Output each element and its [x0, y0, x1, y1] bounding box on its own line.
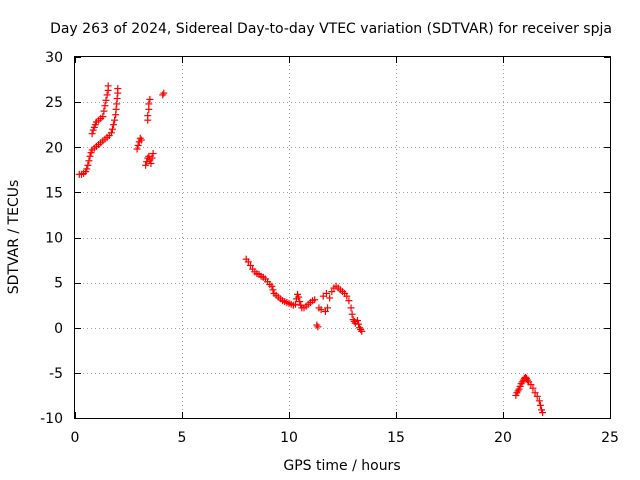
data-point — [111, 116, 119, 124]
data-point — [324, 304, 332, 312]
y-tick-label: 10 — [45, 231, 63, 247]
data-point — [114, 85, 122, 93]
data-point — [103, 91, 111, 99]
data-point — [88, 130, 96, 138]
data-point — [244, 258, 252, 266]
data-point — [322, 289, 330, 297]
data-point — [314, 323, 322, 331]
data-point — [348, 310, 356, 318]
chart-title: Day 263 of 2024, Sidereal Day-to-day VTE… — [50, 21, 612, 37]
x-tick-label: 5 — [178, 430, 187, 446]
data-point — [296, 298, 304, 306]
data-point — [533, 392, 541, 400]
y-tick-label: 30 — [45, 50, 63, 66]
data-point — [529, 384, 537, 392]
data-point — [321, 308, 329, 316]
data-point — [145, 100, 153, 108]
data-point — [345, 297, 353, 305]
data-point — [311, 296, 319, 304]
data-point — [101, 102, 109, 110]
x-tick-label: 0 — [71, 430, 80, 446]
data-point — [112, 105, 120, 113]
y-tick-label: 15 — [45, 185, 63, 201]
y-tick-label: 25 — [45, 95, 63, 111]
data-point — [539, 409, 547, 417]
data-point — [108, 125, 116, 133]
y-tick-label: 20 — [45, 140, 63, 156]
axis-ticks — [75, 57, 611, 419]
data-point — [355, 320, 363, 328]
data-point — [313, 321, 321, 329]
x-tick-label: 15 — [387, 430, 405, 446]
data-point — [142, 161, 150, 169]
data-point — [353, 317, 361, 325]
data-point — [343, 292, 351, 300]
data-point — [134, 141, 142, 149]
y-tick-labels: -10 -5 0 5 10 15 20 25 30 — [40, 50, 63, 427]
data-point — [291, 300, 299, 308]
data-point — [328, 288, 336, 296]
data-point — [295, 293, 303, 301]
data-point — [326, 294, 334, 302]
data-point — [107, 129, 115, 137]
data-point — [160, 89, 168, 97]
data-point — [84, 161, 92, 169]
y-tick-label: -5 — [49, 366, 63, 382]
y-axis-label: SDTVAR / TECUs — [6, 180, 22, 295]
data-point — [104, 82, 112, 90]
data-points — [75, 82, 547, 417]
data-point — [136, 134, 144, 142]
x-axis-label: GPS time / hours — [283, 458, 400, 474]
data-point — [100, 107, 108, 115]
data-point — [527, 381, 535, 389]
data-point — [149, 150, 157, 158]
y-tick-label: 0 — [54, 321, 63, 337]
data-point — [147, 159, 155, 167]
data-point — [269, 286, 277, 294]
data-point — [113, 95, 121, 103]
y-tick-label: 5 — [54, 276, 63, 292]
data-point — [83, 165, 91, 173]
data-point — [85, 157, 93, 165]
data-point — [159, 91, 167, 99]
data-point — [358, 327, 366, 335]
x-tick-label: 25 — [601, 430, 619, 446]
data-point — [99, 113, 107, 121]
plot-frame — [74, 56, 611, 419]
data-point — [317, 306, 325, 314]
data-point — [531, 389, 539, 397]
data-point — [148, 154, 156, 162]
data-point — [133, 145, 141, 153]
data-point — [137, 136, 145, 144]
data-point — [110, 121, 118, 129]
data-point — [535, 397, 543, 405]
data-point — [268, 282, 276, 290]
data-point — [144, 112, 152, 120]
grid — [75, 57, 610, 418]
data-point — [146, 95, 154, 103]
data-point — [347, 304, 355, 312]
x-tick-label: 10 — [280, 430, 298, 446]
data-point — [246, 261, 254, 269]
data-point — [102, 96, 110, 104]
x-tick-labels: 0 5 10 15 20 25 — [71, 430, 619, 446]
data-point — [86, 152, 94, 160]
data-point — [536, 401, 544, 409]
x-tick-label: 20 — [494, 430, 512, 446]
y-tick-label: -10 — [40, 411, 63, 427]
